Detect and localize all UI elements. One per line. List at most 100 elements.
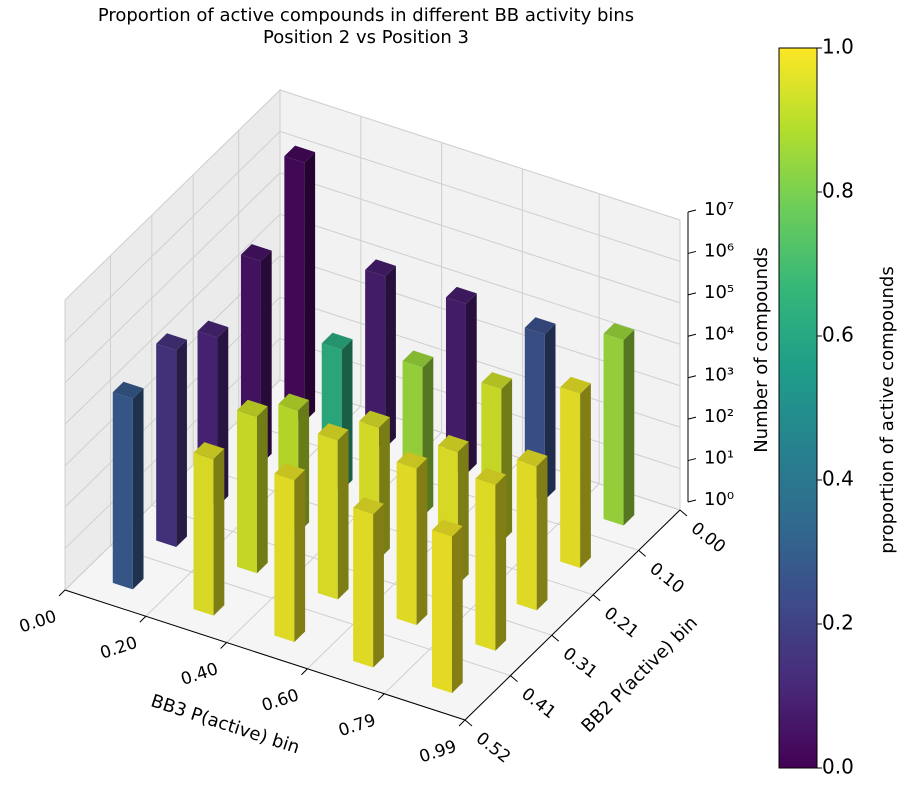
x-tick (301, 668, 308, 676)
bar-front (156, 343, 177, 548)
y-tick (551, 634, 560, 642)
bar-front (475, 478, 496, 651)
y-tick-label: 0.31 (559, 644, 601, 683)
z-axis-label: Number of compounds (751, 247, 772, 453)
bar-front (445, 297, 466, 475)
y-tick-label: 0.41 (517, 684, 559, 723)
bar-top (516, 449, 548, 467)
bar-side (256, 406, 268, 574)
bar-side (132, 388, 144, 590)
z-tick (687, 416, 697, 420)
bar-side (213, 448, 225, 616)
x-tick (458, 719, 466, 727)
bar-top (112, 381, 144, 399)
x-tick-label: 0.20 (98, 633, 140, 664)
colorbar-tick-label: 0.4 (822, 467, 854, 491)
z-tick-label: 10⁴ (704, 323, 734, 344)
bar-side (623, 329, 635, 526)
bar-top (431, 519, 463, 537)
bar-top (365, 259, 396, 277)
colorbar-tick-label: 1.0 (822, 35, 854, 59)
x-tick-label: 0.00 (17, 607, 59, 638)
z-tick (687, 209, 697, 213)
bar-side (373, 503, 384, 668)
colorbar-label: proportion of active compounds (877, 266, 898, 554)
x-tick (139, 615, 147, 623)
bar-front (236, 410, 257, 574)
bar-top (353, 497, 384, 515)
bar-side (536, 455, 548, 611)
y-tick (638, 550, 646, 557)
bar-side (495, 474, 507, 651)
x-tick-label: 0.99 (417, 737, 459, 768)
bar-top (274, 463, 306, 481)
chart-subtitle: Position 2 vs Position 3 (263, 27, 469, 48)
z-tick (687, 375, 697, 379)
z-tick-label: 10⁵ (704, 282, 734, 303)
bar-top (278, 393, 310, 411)
bar-front (603, 333, 624, 526)
grid-line (64, 213, 681, 425)
x-tick (220, 642, 227, 649)
bar-front (365, 269, 386, 449)
colorbar (778, 47, 818, 769)
y-tick (679, 509, 688, 517)
x-axis-line (64, 589, 466, 721)
y-tick-label: 0.10 (646, 559, 688, 598)
bar-top (240, 244, 272, 262)
colorbar-tick-label: 0.8 (822, 179, 854, 203)
bar-side (304, 152, 316, 422)
z-tick-label: 10⁶ (704, 240, 734, 261)
bar-top (156, 333, 187, 351)
z-tick (687, 250, 697, 254)
bar-top (359, 410, 390, 428)
y-tick (592, 594, 601, 602)
bar-top (603, 323, 635, 341)
bar-side (337, 429, 349, 600)
x-tick-label: 0.60 (259, 685, 301, 716)
colorbar-tick-label: 0.6 (822, 323, 854, 347)
z-tick (687, 458, 697, 462)
z-tick-label: 10¹ (704, 448, 734, 469)
bar-side (294, 469, 306, 642)
bar-front (396, 462, 417, 626)
y-axis-label: BB2 P(active) bin (577, 612, 701, 736)
bar-top (445, 286, 477, 304)
z-tick (687, 292, 697, 296)
y-tick-label: 0.21 (600, 603, 642, 642)
grid-line (64, 89, 681, 301)
bar-top (396, 451, 428, 469)
bar-side (176, 339, 187, 548)
bar-side (416, 458, 428, 626)
x-tick-label: 0.40 (179, 659, 221, 690)
z-tick (687, 333, 697, 337)
z-tick-label: 10² (704, 406, 734, 427)
y-tick (464, 719, 473, 727)
z-tick-label: 10⁰ (704, 489, 734, 510)
bar-front (431, 530, 452, 694)
x-tick-label: 0.79 (336, 710, 378, 741)
x-tick (377, 693, 385, 701)
bar-front (274, 473, 295, 642)
bar-front (353, 507, 374, 668)
bar-front (560, 387, 581, 568)
z-tick-label: 10³ (704, 365, 734, 386)
bar-top (437, 435, 469, 453)
colorbar-tick-label: 0.0 (822, 755, 854, 779)
bar-top (402, 350, 434, 368)
bar-top (317, 423, 349, 441)
y-tick-label: 0.52 (472, 728, 514, 767)
bar-front (193, 452, 214, 616)
bar-front (516, 459, 537, 611)
bar-front (317, 433, 338, 600)
y-tick (510, 675, 518, 682)
bar-top (197, 320, 229, 338)
y-tick-label: 0.00 (687, 518, 729, 557)
z-tick-label: 10⁷ (704, 199, 734, 220)
bar-top (321, 332, 353, 350)
grid-line (64, 172, 681, 384)
bar-top (560, 376, 591, 394)
bar-front (284, 156, 305, 422)
z-tick (687, 499, 697, 503)
